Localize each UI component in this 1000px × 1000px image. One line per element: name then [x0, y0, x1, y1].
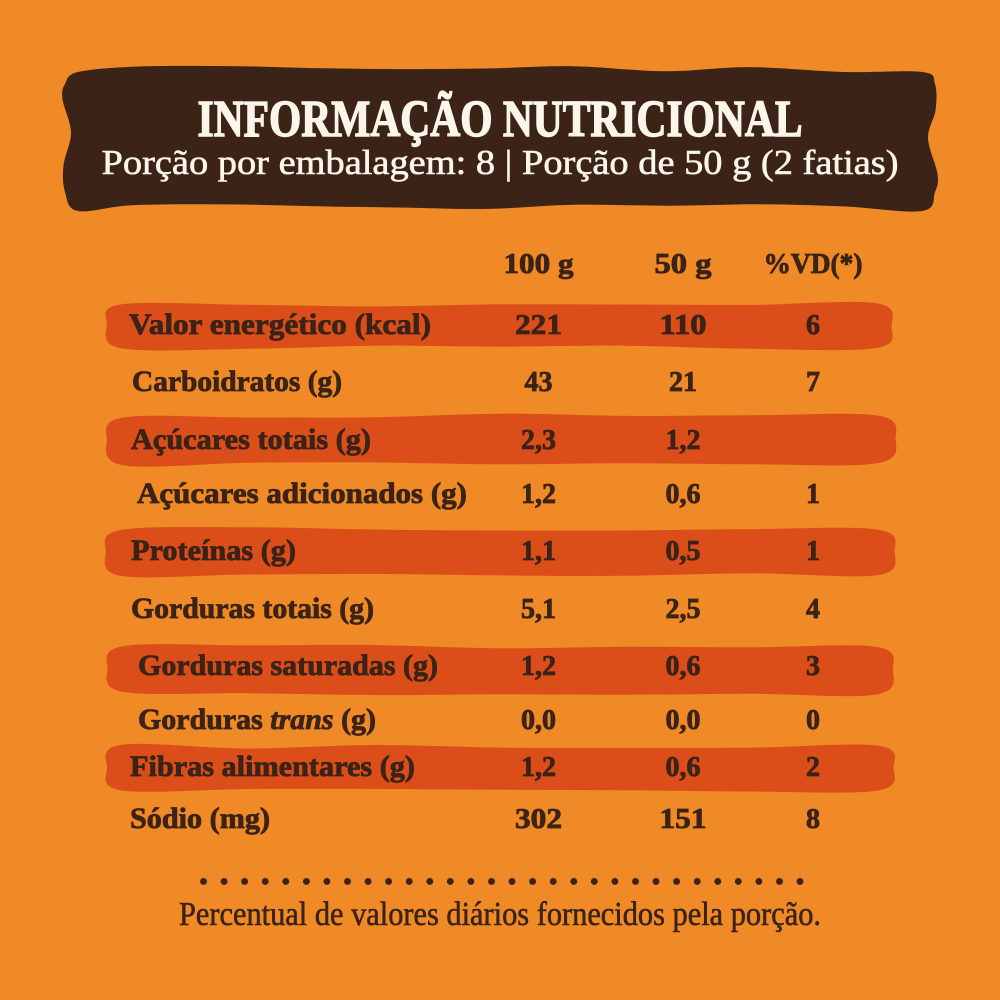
- svg-text:1: 1: [806, 536, 820, 567]
- svg-text:0,5: 0,5: [666, 536, 701, 567]
- svg-text:50 g: 50 g: [655, 249, 712, 280]
- svg-text:221: 221: [515, 310, 562, 341]
- svg-text:1,1: 1,1: [521, 536, 556, 567]
- svg-text:2,5: 2,5: [666, 594, 701, 625]
- svg-text:1: 1: [806, 479, 820, 510]
- svg-text:Percentual de valores diários: Percentual de valores diários fornecidos…: [179, 896, 821, 933]
- svg-text:0,6: 0,6: [666, 752, 701, 783]
- svg-text:1,2: 1,2: [521, 479, 556, 510]
- svg-text:Proteínas (g): Proteínas (g): [131, 535, 296, 567]
- svg-text:2: 2: [806, 752, 820, 783]
- svg-text:7: 7: [806, 367, 820, 398]
- svg-text:Valor energético (kcal): Valor energético (kcal): [129, 309, 431, 341]
- svg-text:43: 43: [525, 367, 553, 398]
- svg-text:Sódio (mg): Sódio (mg): [130, 803, 270, 835]
- svg-text:21: 21: [669, 367, 697, 398]
- svg-text:Fibras alimentares (g): Fibras alimentares (g): [130, 751, 415, 783]
- svg-text:INFORMAÇÃO NUTRICIONAL: INFORMAÇÃO NUTRICIONAL: [198, 90, 803, 148]
- svg-text:Porção por embalagem: 8 | Porç: Porção por embalagem: 8 | Porção de 50 g…: [102, 143, 899, 182]
- svg-text:5,1: 5,1: [521, 594, 556, 625]
- svg-text:4: 4: [806, 594, 820, 625]
- svg-text:2,3: 2,3: [521, 425, 556, 456]
- svg-text:0,0: 0,0: [666, 705, 701, 736]
- svg-text:Gorduras totais (g): Gorduras totais (g): [131, 593, 374, 625]
- svg-text:3: 3: [806, 651, 820, 682]
- svg-text:0,6: 0,6: [666, 651, 701, 682]
- svg-text:Gorduras trans (g): Gorduras trans (g): [138, 704, 376, 736]
- svg-text:302: 302: [515, 804, 562, 835]
- svg-text:1,2: 1,2: [521, 651, 556, 682]
- svg-text:1,2: 1,2: [521, 752, 556, 783]
- svg-text:Açúcares totais (g): Açúcares totais (g): [131, 424, 371, 456]
- svg-text:0,6: 0,6: [666, 479, 701, 510]
- svg-text:1,2: 1,2: [666, 425, 701, 456]
- svg-text:0: 0: [806, 705, 820, 736]
- svg-text:151: 151: [660, 804, 707, 835]
- svg-text:Açúcares adicionados (g): Açúcares adicionados (g): [137, 478, 467, 510]
- svg-text:100 g: 100 g: [504, 249, 574, 280]
- svg-text:Gorduras saturadas (g): Gorduras saturadas (g): [138, 650, 438, 682]
- svg-text:8: 8: [806, 804, 820, 835]
- svg-text:Carboidratos (g): Carboidratos (g): [132, 366, 342, 398]
- svg-text:%VD(*): %VD(*): [764, 249, 863, 280]
- svg-text:110: 110: [660, 310, 707, 341]
- svg-text:6: 6: [806, 310, 820, 341]
- svg-text:0,0: 0,0: [521, 705, 556, 736]
